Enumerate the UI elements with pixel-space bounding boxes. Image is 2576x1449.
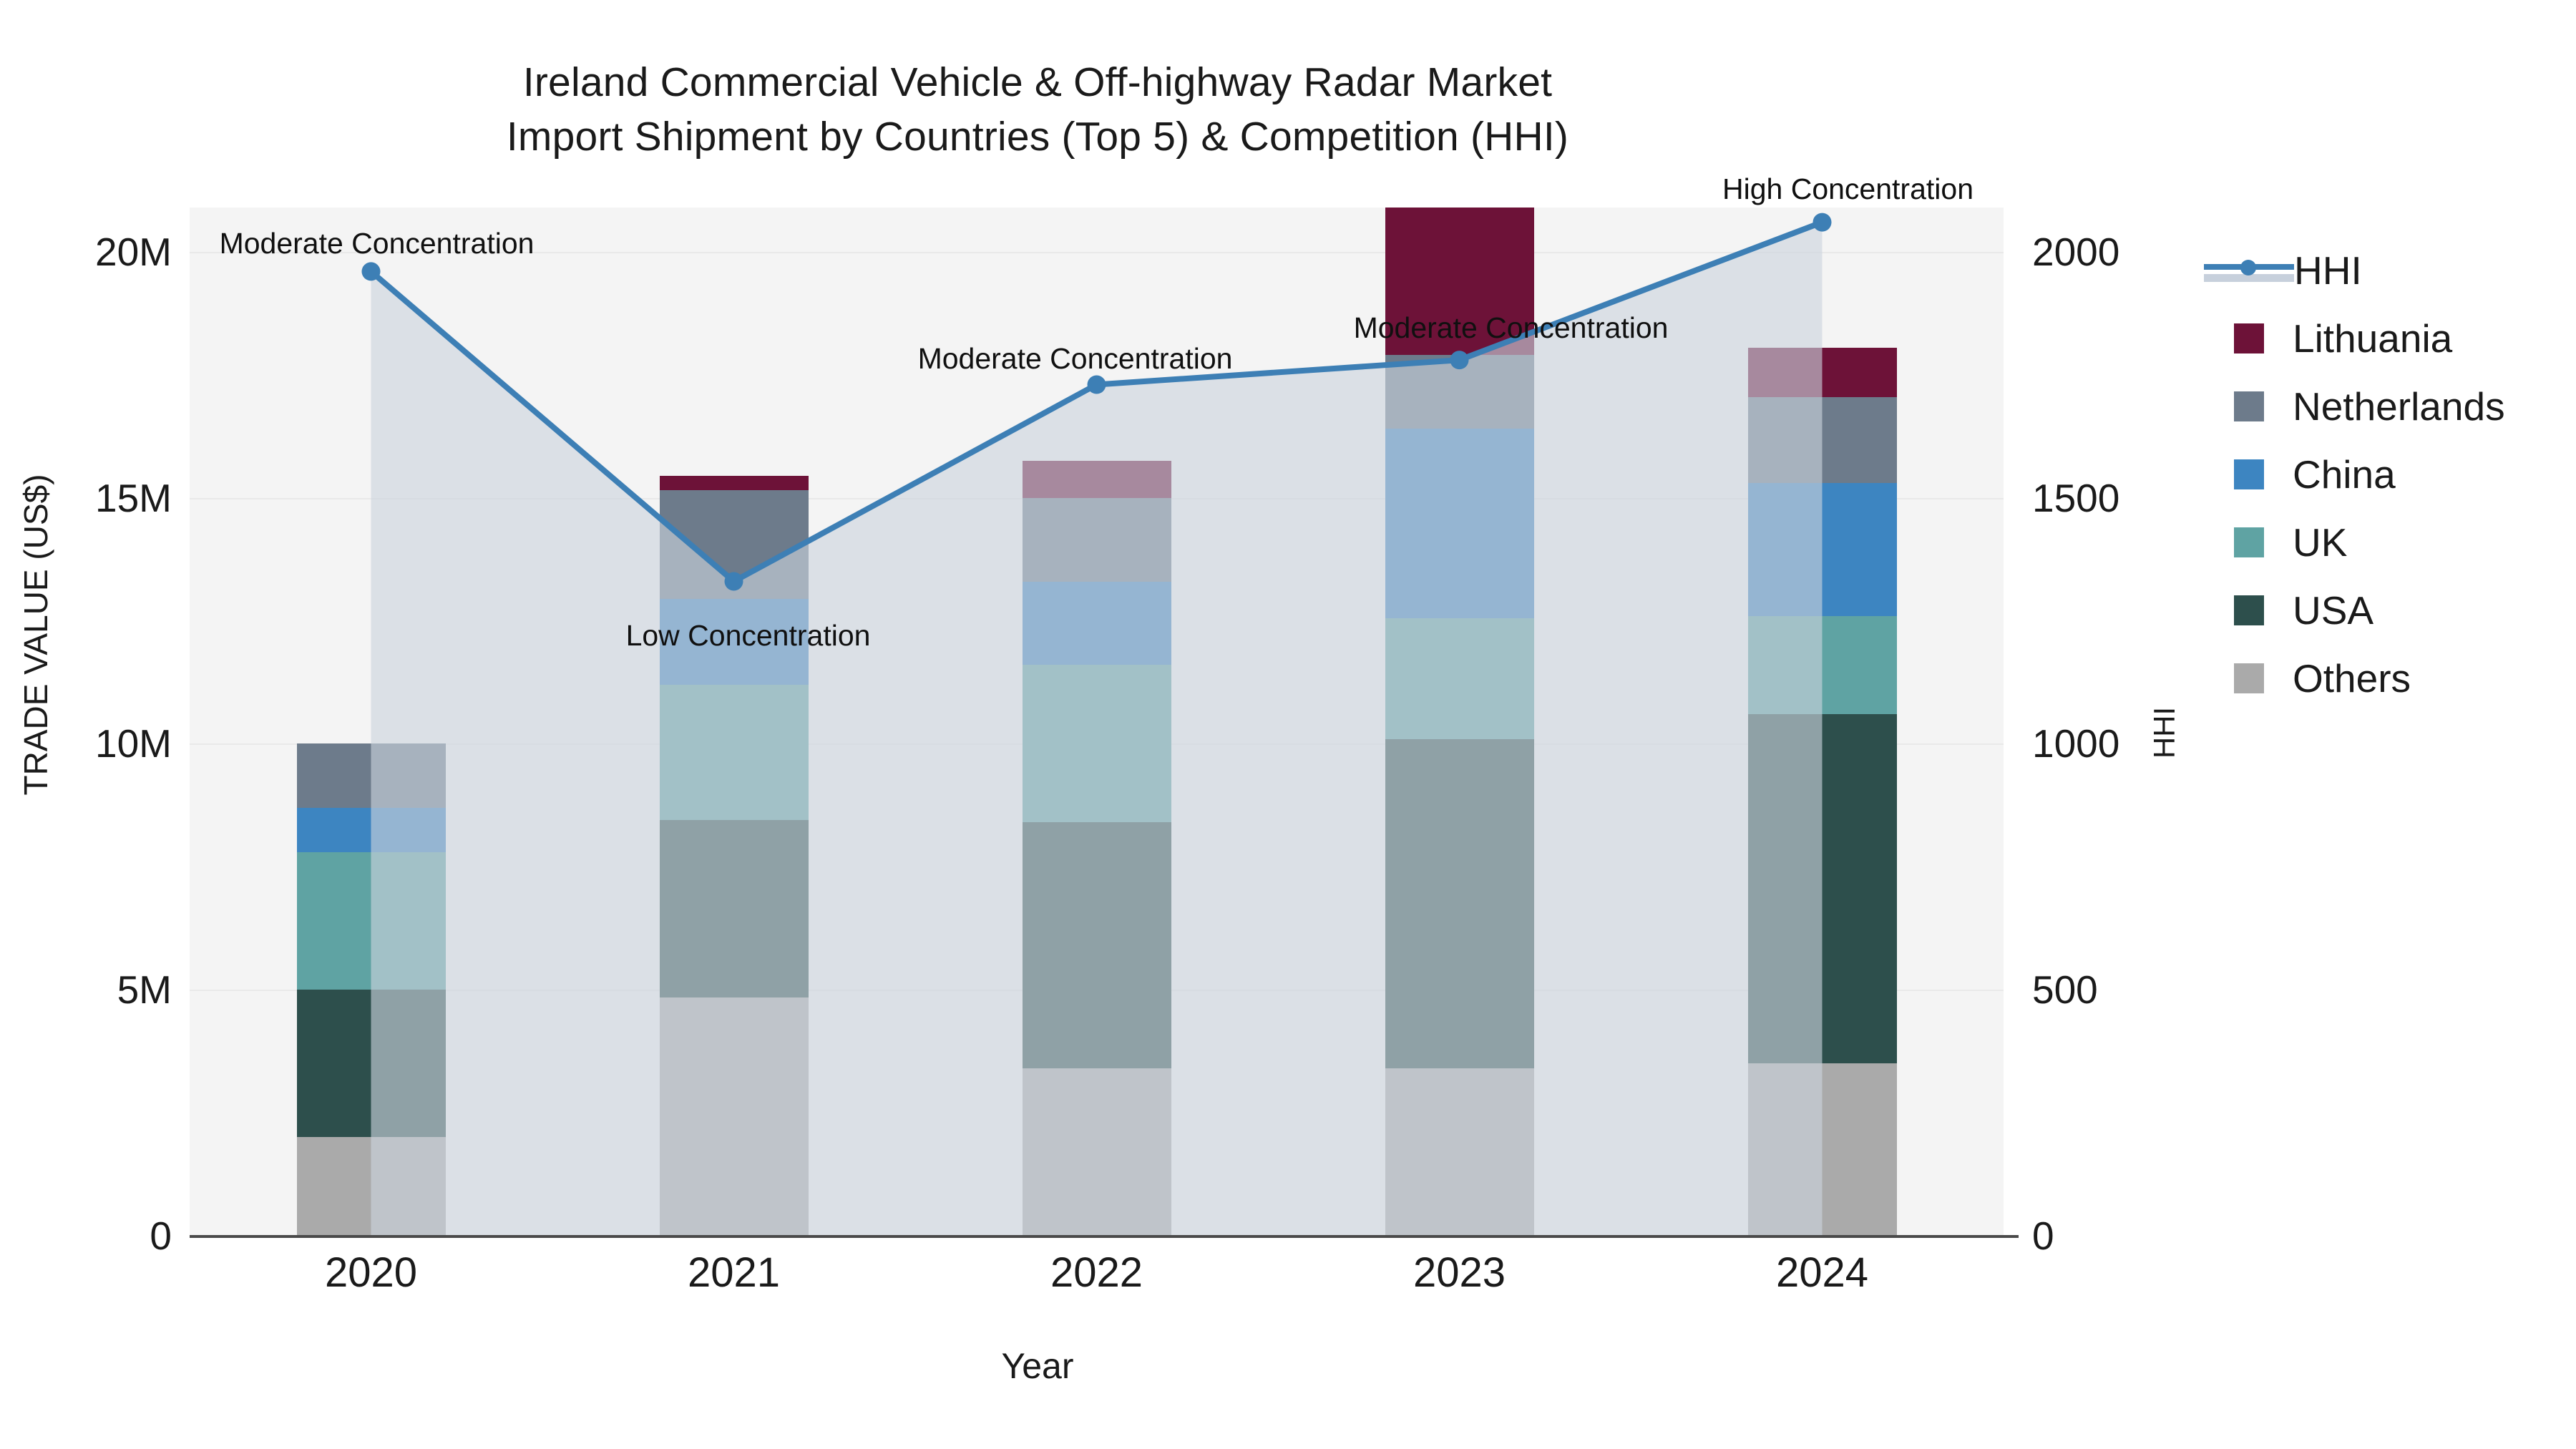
bar-segment[interactable]: [1385, 618, 1534, 739]
x-axis-label: Year: [1001, 1346, 1074, 1386]
chart-annotation: Low Concentration: [625, 618, 871, 652]
chart-title-line-1: Ireland Commercial Vehicle & Off-highway…: [522, 59, 1553, 105]
bar-segment[interactable]: [1022, 581, 1171, 665]
bar-segment[interactable]: [1747, 347, 1897, 397]
bar-segment[interactable]: [1747, 615, 1897, 715]
legend-item-china[interactable]: China: [2204, 440, 2562, 508]
chart-legend: HHI Lithuania Netherlands China UK USA Others: [2204, 236, 2562, 712]
y-axis-tick-left: 0: [150, 1214, 172, 1258]
legend-swatch-icon: [2234, 595, 2264, 625]
legend-swatch-icon: [2234, 663, 2264, 693]
legend-item-others[interactable]: Others: [2204, 644, 2562, 712]
chart-annotation: Moderate Concentration: [917, 341, 1233, 375]
chart-title-line-2: Import Shipment by Countries (Top 5) & C…: [506, 113, 1569, 160]
legend-swatch-icon: [2234, 459, 2264, 489]
x-axis-tick: 2022: [1050, 1249, 1143, 1296]
bar-segment[interactable]: [1747, 714, 1897, 1064]
bar-segment[interactable]: [296, 1137, 446, 1236]
y-axis-tick-left: 20M: [95, 229, 172, 274]
legend-swatch-icon: [2234, 391, 2264, 421]
y-axis-label-left: TRADE VALUE (US$): [17, 474, 54, 796]
bar-segment[interactable]: [1385, 738, 1534, 1069]
bar-segment[interactable]: [659, 475, 809, 491]
legend-item-hhi[interactable]: HHI: [2204, 236, 2562, 304]
y-axis-tick-left: 10M: [95, 721, 172, 766]
y-axis-tick-right: 0: [2032, 1214, 2054, 1258]
bar-segment[interactable]: [296, 743, 446, 808]
bar-segment[interactable]: [1022, 822, 1171, 1069]
legend-item-label: UK: [2293, 519, 2348, 565]
bar-segment[interactable]: [1385, 355, 1534, 429]
bar-segment[interactable]: [296, 990, 446, 1138]
bar-segment[interactable]: [659, 997, 809, 1236]
x-axis-tick: 2024: [1775, 1249, 1869, 1296]
bar-segment[interactable]: [296, 852, 446, 990]
legend-item-label: Lithuania: [2293, 316, 2453, 361]
bar-segment[interactable]: [1385, 429, 1534, 619]
y-axis-tick-left: 5M: [117, 967, 172, 1013]
chart-annotation: High Concentration: [1722, 172, 1974, 205]
x-axis-tick: 2021: [687, 1249, 781, 1296]
legend-item-uk[interactable]: UK: [2204, 508, 2562, 576]
legend-swatch-icon: [2234, 323, 2264, 353]
legend-swatch-icon: [2234, 527, 2264, 557]
legend-item-label: USA: [2293, 587, 2374, 633]
legend-item-netherlands[interactable]: Netherlands: [2204, 372, 2562, 440]
bar-segment[interactable]: [1747, 1063, 1897, 1236]
legend-item-label: Others: [2293, 655, 2411, 701]
chart-title: Ireland Commercial Vehicle & Off-highway…: [0, 56, 2075, 165]
bar-segment[interactable]: [659, 684, 809, 820]
bar-segment[interactable]: [296, 807, 446, 852]
y-axis-tick-left: 15M: [95, 475, 172, 520]
bar-segment[interactable]: [1022, 1068, 1171, 1236]
bar-segment[interactable]: [659, 490, 809, 599]
legend-item-lithuania[interactable]: Lithuania: [2204, 304, 2562, 372]
x-axis-line: [190, 1235, 2019, 1238]
legend-item-usa[interactable]: USA: [2204, 576, 2562, 644]
chart-annotation: Moderate Concentration: [1353, 311, 1669, 345]
bar-segment[interactable]: [1385, 1068, 1534, 1236]
legend-item-label: HHI: [2294, 248, 2362, 293]
bar-segment[interactable]: [1747, 396, 1897, 484]
legend-item-label: China: [2293, 452, 2396, 497]
y-axis-label-right: HHI: [2147, 706, 2181, 759]
y-axis-tick-right: 500: [2032, 967, 2098, 1013]
chart-annotation: Moderate Concentration: [219, 227, 535, 260]
bar-segment[interactable]: [1022, 665, 1171, 823]
x-axis-tick: 2023: [1413, 1249, 1506, 1296]
y-axis-tick-right: 1000: [2032, 721, 2120, 766]
legend-item-label: Netherlands: [2293, 384, 2505, 429]
y-axis-tick-right: 2000: [2032, 229, 2120, 274]
bar-segment[interactable]: [1022, 461, 1171, 498]
bar-segment[interactable]: [1747, 483, 1897, 616]
y-axis-tick-right: 1500: [2032, 475, 2120, 520]
legend-line-icon: [2204, 255, 2294, 286]
x-axis-tick: 2020: [324, 1249, 418, 1296]
bar-segment[interactable]: [1022, 497, 1171, 582]
bar-segment[interactable]: [659, 820, 809, 997]
